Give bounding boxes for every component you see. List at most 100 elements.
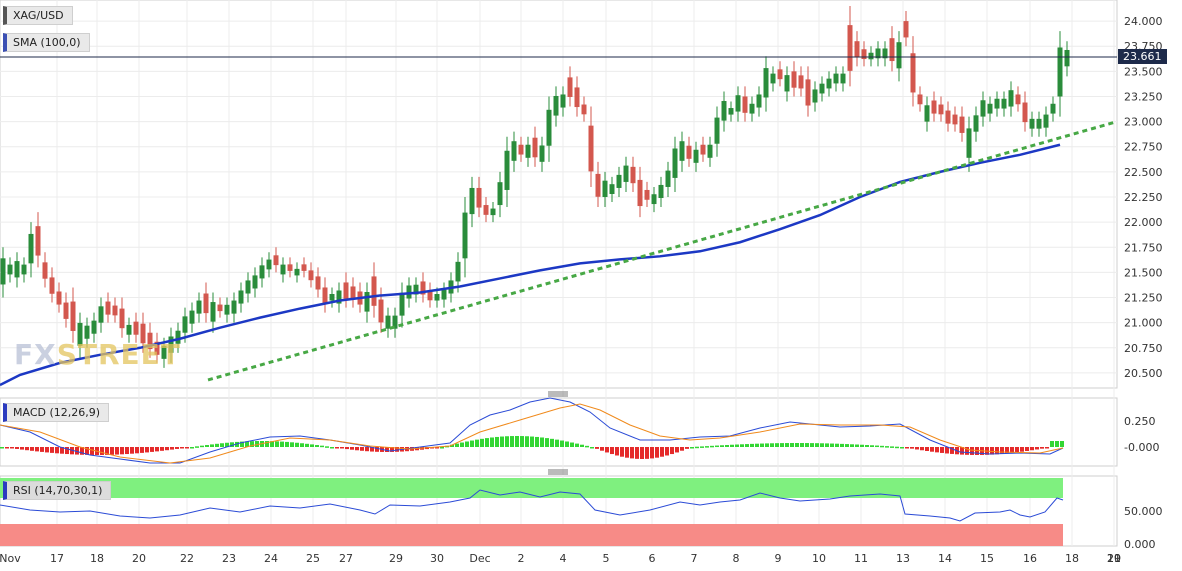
macd-histogram-bar bbox=[110, 447, 114, 455]
macd-histogram-bar bbox=[960, 447, 964, 455]
y-tick-label: 21.750 bbox=[1124, 241, 1163, 254]
macd-histogram-bar bbox=[185, 447, 189, 449]
macd-histogram-bar bbox=[1040, 447, 1044, 449]
macd-histogram-bar bbox=[535, 436, 539, 447]
macd-histogram-bar bbox=[220, 443, 224, 447]
macd-histogram-bar bbox=[565, 441, 569, 447]
macd-histogram-bar bbox=[175, 447, 179, 449]
candle bbox=[490, 202, 496, 223]
x-tick-label: 20 bbox=[1107, 552, 1121, 565]
macd-histogram-bar bbox=[105, 447, 109, 455]
fxstreet-logo: FXSTREET bbox=[14, 338, 181, 371]
macd-histogram-bar bbox=[120, 447, 124, 455]
macd-histogram-bar bbox=[845, 444, 849, 447]
macd-histogram-bar bbox=[440, 447, 444, 449]
candle bbox=[826, 71, 832, 97]
candle bbox=[154, 332, 160, 363]
candle bbox=[623, 156, 629, 192]
macd-histogram-bar bbox=[925, 447, 929, 451]
macd-histogram-bar bbox=[560, 440, 564, 447]
macd-histogram-bar bbox=[265, 441, 269, 447]
candle bbox=[441, 282, 447, 308]
macd-histogram-bar bbox=[655, 447, 659, 458]
macd-histogram-bar bbox=[340, 447, 344, 449]
candle bbox=[301, 257, 307, 278]
candle bbox=[77, 312, 83, 358]
candle bbox=[973, 106, 979, 142]
macd-histogram-bar bbox=[230, 442, 234, 447]
macd-histogram-bar bbox=[1020, 447, 1024, 452]
macd-histogram-bar bbox=[375, 447, 379, 452]
candle bbox=[672, 136, 678, 192]
candle bbox=[819, 76, 825, 102]
macd-histogram-bar bbox=[370, 447, 374, 452]
macd-histogram-bar bbox=[610, 447, 614, 455]
candle bbox=[196, 292, 202, 323]
macd-histogram-bar bbox=[455, 443, 459, 447]
macd-histogram-bar bbox=[875, 445, 879, 448]
x-tick-label: 13 bbox=[896, 552, 910, 565]
macd-histogram-bar bbox=[285, 441, 289, 447]
candle bbox=[567, 66, 573, 107]
candle bbox=[308, 262, 314, 288]
macd-histogram-bar bbox=[730, 444, 734, 447]
macd-histogram-bar bbox=[330, 447, 334, 449]
candle bbox=[133, 312, 139, 343]
macd-histogram-bar bbox=[470, 440, 474, 447]
candle bbox=[812, 81, 818, 112]
macd-histogram-bar bbox=[850, 444, 854, 447]
macd-histogram-bar bbox=[990, 447, 994, 455]
candle bbox=[658, 176, 664, 208]
macd-histogram-bar bbox=[115, 447, 119, 455]
candle bbox=[364, 282, 370, 323]
candle bbox=[903, 11, 909, 47]
candle bbox=[0, 247, 6, 298]
candle bbox=[1008, 81, 1014, 117]
sma-line bbox=[0, 143, 1061, 387]
candle bbox=[336, 282, 342, 313]
macd-histogram-bar bbox=[295, 442, 299, 447]
macd-histogram-bar bbox=[835, 443, 839, 447]
macd-histogram-bar bbox=[815, 443, 819, 447]
candle bbox=[637, 166, 643, 218]
macd-histogram-bar bbox=[740, 444, 744, 447]
rsi-overbought-band bbox=[0, 478, 1063, 498]
macd-histogram-bar bbox=[245, 441, 249, 447]
candle bbox=[1057, 31, 1063, 117]
candle bbox=[294, 262, 300, 283]
candle bbox=[203, 282, 209, 323]
legend-sma: SMA (100,0) bbox=[3, 33, 90, 52]
candle bbox=[798, 66, 804, 97]
macd-histogram-bar bbox=[585, 445, 589, 448]
macd-histogram-bar bbox=[1045, 447, 1049, 449]
macd-histogram-bar bbox=[345, 447, 349, 450]
macd-histogram-bar bbox=[915, 447, 919, 450]
macd-histogram-bar bbox=[385, 447, 389, 452]
macd-histogram-bar bbox=[805, 443, 809, 447]
candle bbox=[791, 61, 797, 97]
current-price-tag: 23.661 bbox=[1118, 49, 1167, 64]
macd-histogram-bar bbox=[545, 438, 549, 447]
macd-histogram-bar bbox=[820, 443, 824, 447]
candle bbox=[833, 66, 839, 92]
macd-histogram-bar bbox=[30, 447, 34, 451]
candle bbox=[945, 101, 951, 132]
macd-histogram-bar bbox=[575, 443, 579, 447]
y-tick-label: 21.250 bbox=[1124, 292, 1163, 305]
candle bbox=[875, 41, 881, 67]
macd-signal-line bbox=[0, 403, 1064, 464]
macd-histogram-bar bbox=[155, 447, 159, 452]
candle bbox=[511, 131, 517, 172]
macd-histogram-bar bbox=[680, 447, 684, 451]
candle bbox=[14, 252, 20, 288]
macd-histogram-bar bbox=[645, 447, 649, 459]
macd-histogram-bar bbox=[710, 445, 714, 448]
macd-histogram-bar bbox=[150, 447, 154, 452]
macd-histogram-bar bbox=[800, 443, 804, 447]
candle bbox=[1050, 96, 1056, 122]
macd-histogram-bar bbox=[690, 447, 694, 449]
macd-histogram-bar bbox=[25, 447, 29, 451]
x-tick-label: 16 bbox=[1023, 552, 1037, 565]
x-tick-label: 4 bbox=[560, 552, 567, 565]
macd-histogram-bar bbox=[250, 441, 254, 447]
